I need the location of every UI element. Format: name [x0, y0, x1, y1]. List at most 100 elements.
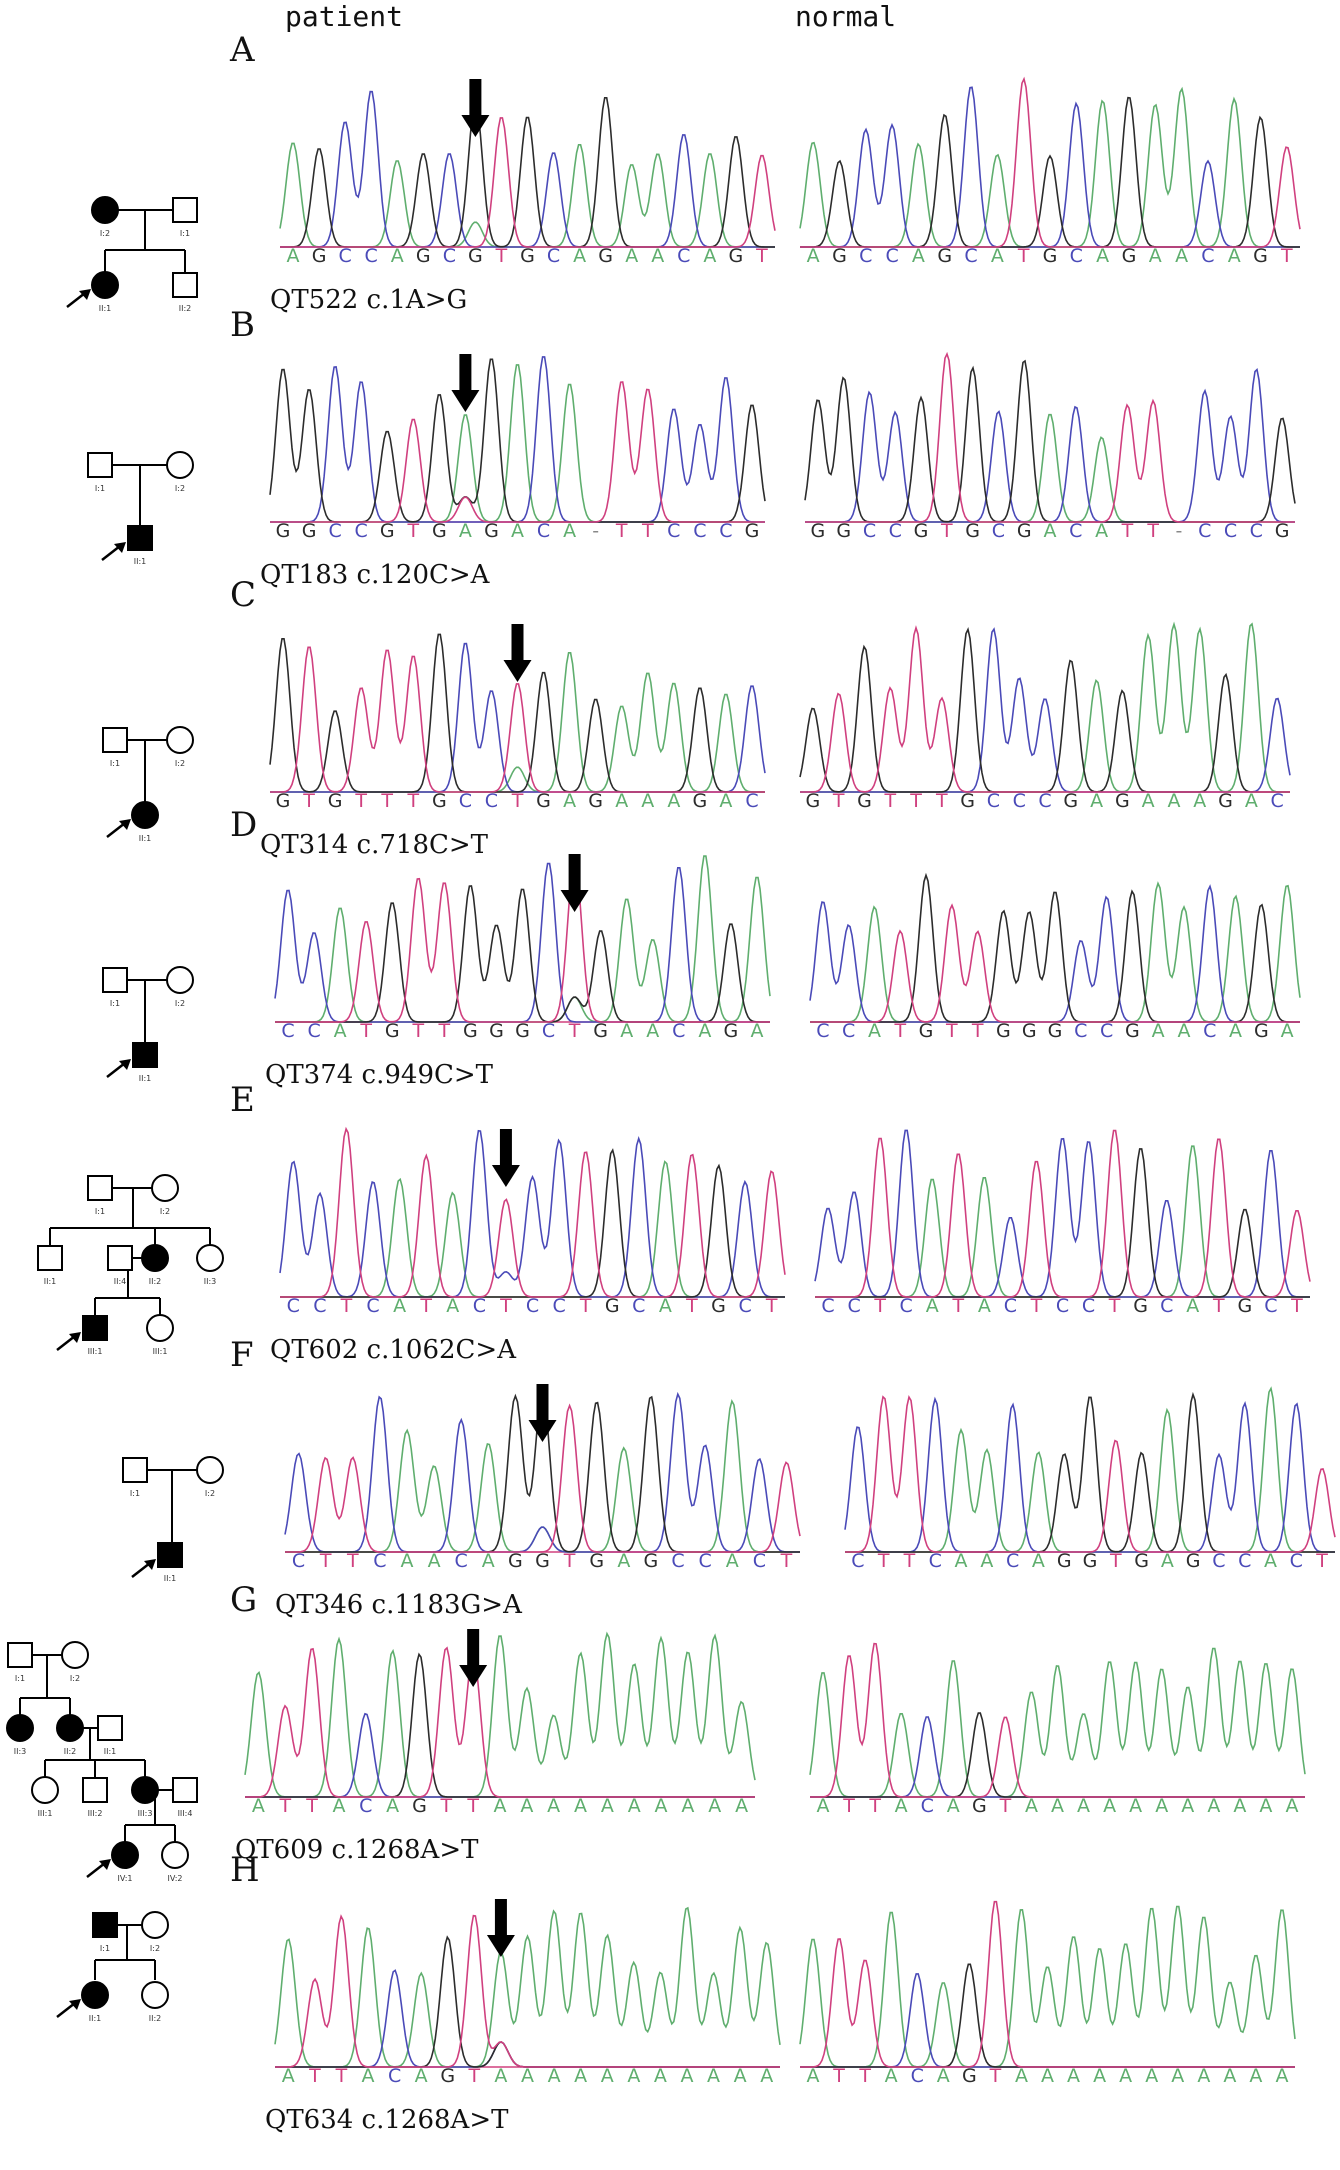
panel-G-normal-trace-A: [809, 1647, 1306, 1798]
panel-C-normal-base-15: A: [1193, 790, 1206, 812]
panel-D-patient-base-4: G: [385, 1020, 400, 1042]
panel-A-patient-base-18: T: [755, 245, 768, 267]
panel-C-patient-trace-T: [270, 646, 765, 793]
panel-C-patient-base-8: C: [485, 790, 498, 812]
panel-B-patient-base-16: C: [693, 520, 706, 542]
panel-A-patient-base-2: C: [338, 245, 351, 267]
panel-B-normal-base-4: G: [914, 520, 929, 542]
pedigree-member-id: I:2: [100, 229, 110, 238]
panel-label-B: B: [230, 305, 255, 345]
panel-F-patient-base-11: G: [589, 1550, 604, 1572]
panel-G-patient-base-2: T: [305, 1795, 318, 1817]
panel-label-G: G: [230, 1580, 258, 1620]
panel-B-patient-base-13: T: [615, 520, 628, 542]
panel-D-patient-base-16: A: [698, 1020, 711, 1042]
panel-G-patient-chromatogram: [244, 1629, 756, 1798]
panel-caption-H: QT634 c.1268A>T: [265, 2105, 509, 2135]
panel-D-normal-base-12: G: [1125, 1020, 1140, 1042]
pedigree-male-unaffected: [172, 197, 198, 223]
panel-C-normal-base-13: A: [1142, 790, 1155, 812]
panel-E-normal-base-14: A: [1186, 1295, 1199, 1317]
panel-C-patient-base-10: G: [536, 790, 551, 812]
sequencing-figure: patient normal A QT522 c.1A>G A G C C A G C G T G C A…: [6, 0, 1336, 2135]
panel-E-normal-base-3: C: [900, 1295, 913, 1317]
panel-H-patient-base-5: A: [415, 2065, 428, 2087]
panel-A-normal-base-7: A: [991, 245, 1004, 267]
panel-C-patient-base-16: G: [693, 790, 708, 812]
pedigree-member-id: I:2: [150, 1944, 160, 1953]
pedigree-female-unaffected: [166, 966, 194, 994]
panel-A-patient-base-14: A: [651, 245, 664, 267]
panel-D-patient-base-12: G: [593, 1020, 608, 1042]
pedigree-member-id: II:2: [149, 1277, 162, 1286]
panel-label-H: H: [230, 1850, 260, 1890]
pedigree-female-unaffected: [166, 451, 194, 479]
panel-C-normal-base-11: A: [1090, 790, 1103, 812]
panel-G-patient-base-7: T: [440, 1795, 453, 1817]
pedigree-female-unaffected: [196, 1244, 224, 1272]
panel-A-patient-trace-A: [279, 142, 775, 248]
panel-C-patient-base-13: A: [615, 790, 628, 812]
panel-H-normal-base-8: A: [1015, 2065, 1028, 2087]
panel-label-F: F: [230, 1335, 254, 1375]
panel-G-normal-base-10: A: [1077, 1795, 1090, 1817]
panel-G-patient-base-17: A: [708, 1795, 721, 1817]
pedigree-female-unaffected: [61, 1641, 89, 1669]
pedigree-female-affected: [111, 1841, 139, 1869]
panel-E-normal-base-10: C: [1082, 1295, 1095, 1317]
panel-F-patient-base-9: G: [535, 1550, 550, 1572]
panel-A-normal-base-13: A: [1149, 245, 1162, 267]
panel-H-normal-base-17: A: [1249, 2065, 1262, 2087]
pedigree-member-id: I:1: [100, 1944, 110, 1953]
panel-caption-B: QT183 c.120C>A: [260, 560, 490, 590]
panel-H-normal-base-18: A: [1275, 2065, 1288, 2087]
panel-G-normal-base-0: A: [817, 1795, 830, 1817]
panel-D-normal-base-10: C: [1074, 1020, 1087, 1042]
panel-C-normal-base-18: C: [1270, 790, 1283, 812]
panel-D-normal-base-15: C: [1203, 1020, 1216, 1042]
panel-caption-C: QT314 c.718C>T: [260, 830, 489, 860]
panel-B-normal-base-14: -: [1176, 520, 1183, 542]
pedigree-female-affected: [141, 1244, 169, 1272]
panel-A-patient-base-10: C: [547, 245, 560, 267]
panel-H-normal-base-2: T: [858, 2065, 871, 2087]
panel-G-patient-base-18: A: [735, 1795, 748, 1817]
panel-C-patient-mutation-arrow-icon: [503, 624, 532, 682]
panel-B-normal-chromatogram: [804, 351, 1296, 523]
panel-H-patient-base-15: A: [680, 2065, 693, 2087]
panel-G-normal-base-5: A: [947, 1795, 960, 1817]
panel-F-patient-base-10: T: [563, 1550, 576, 1572]
proband-arrow-icon: [106, 1059, 131, 1078]
panel-A-normal-base-0: A: [807, 245, 820, 267]
panel-G-patient-base-1: T: [278, 1795, 291, 1817]
panel-A-normal-base-1: G: [832, 245, 847, 267]
panel-H-normal-trace-T: [800, 1900, 1295, 2068]
panel-C-normal-base-5: T: [935, 790, 948, 812]
pedigree-male-unaffected: [102, 967, 128, 993]
panel-C-patient-base-3: T: [354, 790, 367, 812]
panel-A-patient-base-16: A: [703, 245, 716, 267]
pedigree-male-unaffected: [122, 1457, 148, 1483]
panel-B-normal-trace-T: [805, 351, 1295, 523]
panel-A-normal-base-14: A: [1175, 245, 1188, 267]
panel-D-patient-base-8: G: [489, 1020, 504, 1042]
panel-F-normal-base-11: G: [1134, 1550, 1149, 1572]
panel-A-patient-base-0: A: [287, 245, 300, 267]
panel-D-normal-trace-G: [810, 872, 1300, 1023]
panel-B-patient-mutation-arrow-icon: [451, 354, 480, 412]
panel-B-patient-base-14: T: [641, 520, 654, 542]
panel-F-patient-base-12: A: [617, 1550, 630, 1572]
panel-A-normal-base-8: T: [1017, 245, 1030, 267]
panel-F-normal-base-6: C: [1006, 1550, 1019, 1572]
panel-C-patient-base-11: A: [563, 790, 576, 812]
panel-D-normal-base-8: G: [1022, 1020, 1037, 1042]
panel-C-patient-base-6: G: [432, 790, 447, 812]
panel-H-normal-base-16: A: [1223, 2065, 1236, 2087]
panel-D-patient-base-9: G: [515, 1020, 530, 1042]
panel-D-normal-base-18: A: [1281, 1020, 1294, 1042]
pedigree-male-unaffected: [172, 1777, 198, 1803]
panel-C-patient-chromatogram: [269, 624, 766, 793]
